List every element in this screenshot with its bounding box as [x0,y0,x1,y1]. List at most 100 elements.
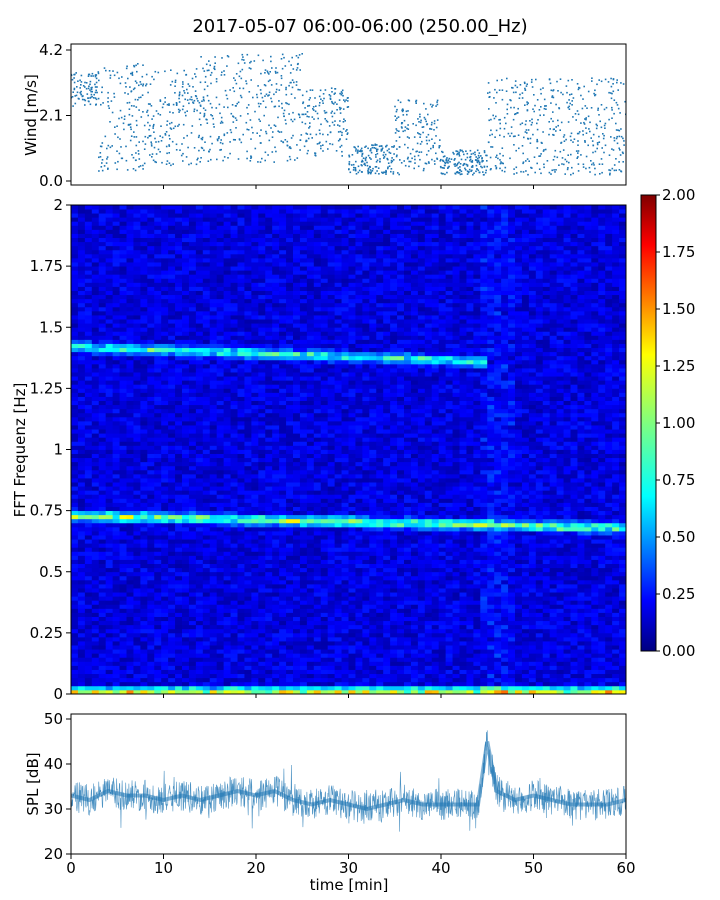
spectrogram-cell [202,249,211,255]
wind-point [578,131,581,133]
spectrogram-cell [119,237,127,243]
spectrogram-cell [71,420,79,426]
spectrogram-cell [209,543,218,548]
wind-point [611,117,613,119]
spectrogram-cell [216,209,225,214]
spectrogram-cell [133,221,141,226]
spectrogram-cell [209,596,218,601]
spectrogram-cell [188,518,197,524]
spectrogram-cell [112,661,120,666]
wind-point [372,144,374,147]
wind-point [619,112,621,114]
spectrogram-cell [105,616,114,622]
spectrogram-cell [112,628,120,634]
spectrogram-cell [168,392,176,397]
wind-point [181,143,183,145]
wind-point [270,97,272,100]
wind-point [582,98,584,100]
spectrogram-cell [133,482,141,487]
spectrogram-cell [216,628,225,634]
spectrogram-cell [188,298,197,304]
wind-point [97,72,100,75]
spectrogram-cell [126,555,134,560]
wind-point [135,106,138,108]
wind-point [209,74,212,76]
wind-point [366,161,368,164]
spectrogram-cell [77,306,86,312]
spectrogram-cell [188,632,197,638]
spectrogram-cell [161,392,169,397]
wind-point [469,149,472,152]
wind-point [571,100,573,102]
spectrogram-cell [133,416,141,422]
spectrogram-cell [71,245,79,251]
spectrogram-cell [175,669,183,675]
spectrogram-cell [98,310,107,316]
spectrogram-cell [161,539,169,544]
wind-point [80,93,82,96]
wind-point [499,122,501,125]
wind-point [613,99,616,101]
spectrogram-cell [202,465,211,471]
spectrogram-cell [140,331,148,336]
wind-point [194,90,197,92]
spectrogram-cell [84,632,93,638]
wind-point [341,155,343,157]
spectrogram-cell [202,310,211,316]
spectrogram-cell [188,661,197,666]
wind-point [237,101,240,104]
wind-point [240,77,243,80]
spectrogram-cell [216,286,225,291]
wind-point [374,143,377,146]
wind-point [446,157,448,159]
spectrogram-cell [147,245,155,251]
spectrogram-cell [105,290,114,296]
wind-point [400,126,403,128]
spectrogram-cell [237,372,245,377]
spectrogram-cell [202,661,211,666]
spectrogram-cell [154,579,162,585]
spectrogram-cell [168,641,176,646]
spectrogram-cell [244,306,252,312]
spectrogram-cell [154,636,162,642]
spectrogram-cell [216,257,225,263]
wind-point [543,107,546,110]
spectrogram-cell [84,355,93,361]
spectrogram-cell [244,632,252,638]
spectrogram-cell [105,241,114,247]
wind-point [307,149,309,152]
spectrogram-cell [188,388,197,393]
spectrogram-cell [188,588,197,593]
wind-point [495,156,497,158]
spectrogram-cell [77,282,86,287]
wind-point [526,158,529,160]
spectrogram-cell [112,673,120,679]
spectrogram-cell [230,392,238,397]
spectrogram-cell [133,262,141,267]
wind-point [232,116,235,118]
wind-point [100,166,103,168]
spectrogram-cell [188,323,197,328]
wind-point [366,164,369,167]
wind-point [227,106,229,109]
wind-point [585,167,587,170]
wind-point [169,138,171,140]
spectrogram-cell [230,604,238,609]
spectrogram-cell [161,473,169,479]
wind-point [210,71,213,74]
wind-point [519,84,522,86]
wind-point [499,152,501,155]
spectrogram-cell [237,465,245,471]
spectrogram-cell [98,347,107,353]
spectrogram-cell [237,567,245,573]
spectrogram-cell [244,579,252,585]
wind-point [154,160,156,163]
spectrogram-cell [188,384,197,389]
spectrogram-cell [209,372,218,377]
wind-point [502,154,504,157]
spectrogram-cell [71,331,79,336]
spectrogram-cell [98,351,107,357]
spectrogram-cell [230,461,238,467]
spectrogram-cell [168,266,176,271]
spectrogram-cell [209,539,218,544]
